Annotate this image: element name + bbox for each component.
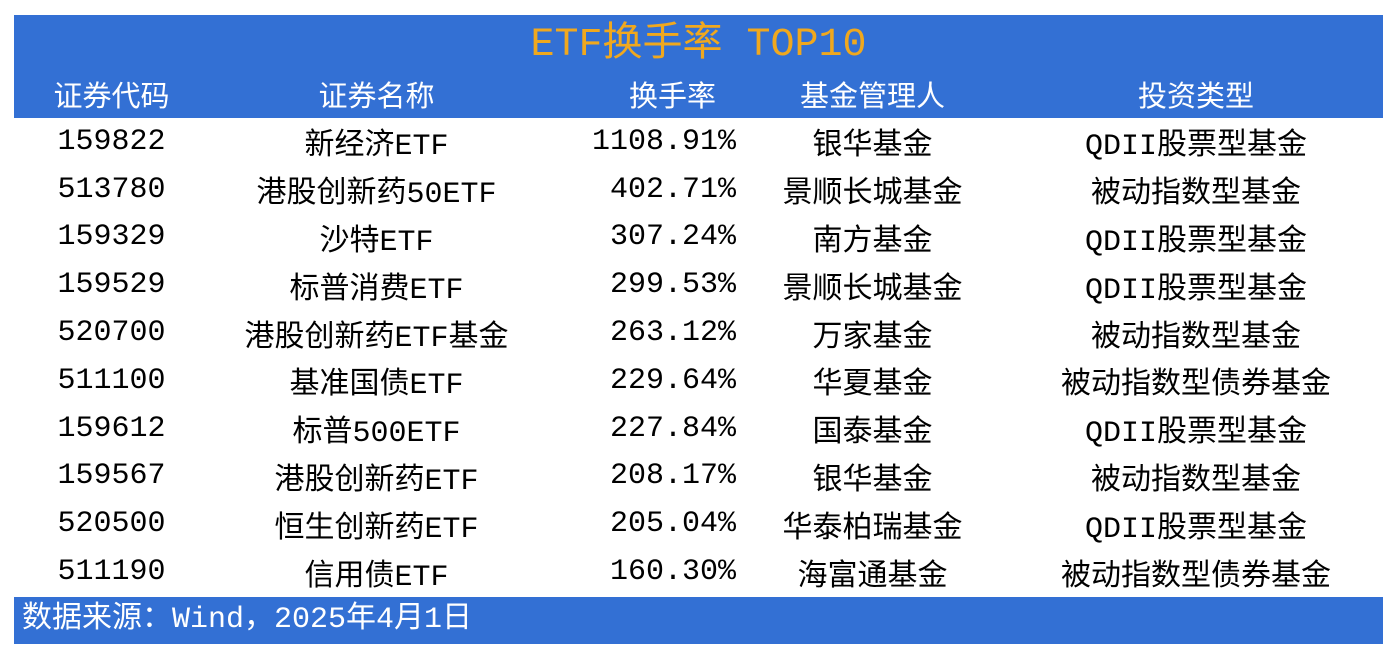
table-row: 159567 港股创新药ETF 208.17% 银华基金 被动指数型基金 [14,453,1383,501]
cell-code: 520500 [57,507,166,542]
cell-turnover: 1108.91% [591,124,736,159]
cell-name: 新经济ETF [304,130,449,165]
table-title: ETF换手率 TOP10 [530,23,867,68]
cell-manager: 银华基金 [812,130,933,165]
cell-manager: 华夏基金 [812,369,933,404]
cell-turnover: 402.71% [609,172,736,207]
table-row: 159612 标普500ETF 227.84% 国泰基金 QDII股票型基金 [14,405,1383,453]
cell-turnover: 299.53% [609,268,736,303]
cell-type: QDII股票型基金 [1084,512,1307,547]
cell-type: 被动指数型债券基金 [1061,560,1331,595]
cell-code: 511100 [57,363,166,398]
cell-name: 港股创新药ETF [274,464,479,499]
cell-manager: 景顺长城基金 [782,273,963,308]
cell-turnover: 307.24% [609,220,736,255]
table-row: 159329 沙特ETF 307.24% 南方基金 QDII股票型基金 [14,214,1383,262]
cell-manager: 华泰柏瑞基金 [782,512,963,547]
cell-code: 513780 [57,172,166,207]
cell-name: 港股创新药50ETF [256,178,497,213]
cell-type: 被动指数型基金 [1091,464,1301,499]
table-row: 520500 恒生创新药ETF 205.04% 华泰柏瑞基金 QDII股票型基金 [14,500,1383,548]
cell-code: 159329 [57,220,166,255]
cell-code: 159529 [57,268,166,303]
cell-code: 159822 [57,124,166,159]
cell-name: 标普500ETF [292,417,461,452]
cell-type: 被动指数型债券基金 [1061,369,1331,404]
cell-type: 被动指数型基金 [1091,178,1301,213]
cell-name: 恒生创新药ETF [274,512,479,547]
cell-name: 标普消费ETF [289,273,464,308]
cell-turnover: 205.04% [609,507,736,542]
cell-turnover: 227.84% [609,411,736,446]
cell-type: QDII股票型基金 [1084,130,1307,165]
table-row: 520700 港股创新药ETF基金 263.12% 万家基金 被动指数型基金 [14,309,1383,357]
table-header-band: ETF换手率 TOP10 证券代码 证券名称 换手率 基金管理人 投资类型 [14,15,1383,118]
cell-manager: 海富通基金 [797,560,948,595]
cell-turnover: 208.17% [609,459,736,494]
cell-code: 159567 [57,459,166,494]
cell-name: 港股创新药ETF基金 [244,321,509,356]
cell-name: 信用债ETF [304,560,449,595]
cell-turnover: 263.12% [609,316,736,351]
cell-type: 被动指数型基金 [1091,321,1301,356]
table-row: 511190 信用债ETF 160.30% 海富通基金 被动指数型债券基金 [14,548,1383,596]
column-header-manager: 基金管理人 [799,81,945,115]
table-row: 159529 标普消费ETF 299.53% 景顺长城基金 QDII股票型基金 [14,261,1383,309]
table-row: 159822 新经济ETF 1108.91% 银华基金 QDII股票型基金 [14,118,1383,166]
cell-manager: 银华基金 [812,464,933,499]
cell-type: QDII股票型基金 [1084,273,1307,308]
cell-turnover: 229.64% [609,363,736,398]
cell-code: 159612 [57,411,166,446]
table-body: 159822 新经济ETF 1108.91% 银华基金 QDII股票型基金 513780 港… [14,118,1383,596]
cell-manager: 万家基金 [812,321,933,356]
cell-type: QDII股票型基金 [1084,225,1307,260]
cell-manager: 南方基金 [812,225,933,260]
data-source-note: 数据来源：Wind，2025年4月1日 [14,597,1383,644]
column-header-row: 证券代码 证券名称 换手率 基金管理人 投资类型 [14,71,1383,116]
column-header-name: 证券名称 [318,81,435,115]
cell-name: 基准国债ETF [289,369,464,404]
cell-manager: 国泰基金 [812,417,933,452]
column-header-turnover: 换手率 [628,81,716,115]
cell-type: QDII股票型基金 [1084,417,1307,452]
column-header-type: 投资类型 [1137,81,1254,115]
cell-name: 沙特ETF [319,225,434,260]
table-row: 511100 基准国债ETF 229.64% 华夏基金 被动指数型债券基金 [14,357,1383,405]
cell-code: 511190 [57,555,166,590]
table-row: 513780 港股创新药50ETF 402.71% 景顺长城基金 被动指数型基金 [14,166,1383,214]
cell-turnover: 160.30% [609,555,736,590]
column-header-code: 证券代码 [53,81,170,115]
cell-code: 520700 [57,316,166,351]
cell-manager: 景顺长城基金 [782,178,963,213]
